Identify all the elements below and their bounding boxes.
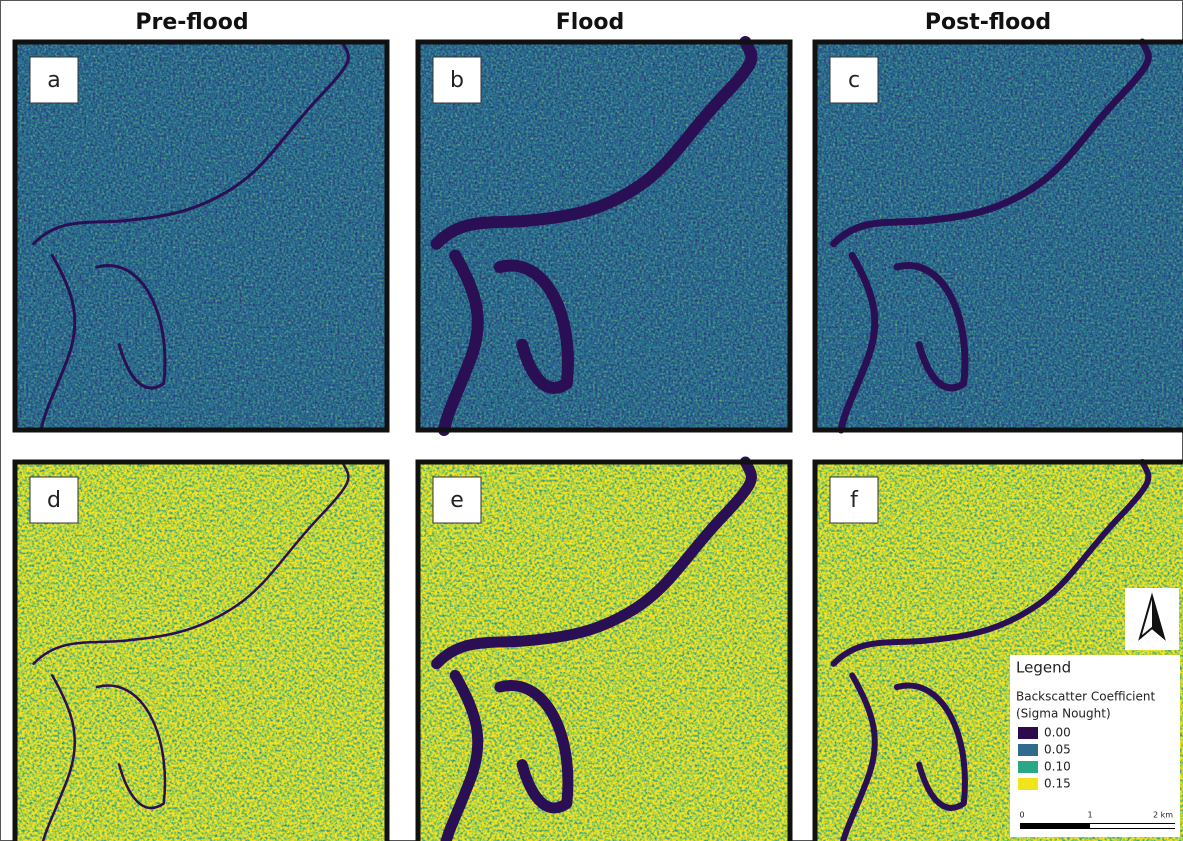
legend-title: Legend bbox=[1016, 659, 1071, 677]
legend-swatch bbox=[1018, 761, 1038, 773]
column-header: Post-flood bbox=[925, 10, 1051, 35]
north-arrow bbox=[1125, 588, 1179, 650]
panel-label: a bbox=[47, 68, 60, 93]
legend-swatch bbox=[1018, 778, 1038, 790]
scale-label: 1 bbox=[1087, 811, 1092, 820]
panel-label: c bbox=[848, 68, 860, 93]
legend-swatch bbox=[1018, 727, 1038, 739]
legend: Legend Backscatter Coefficient (Sigma No… bbox=[1010, 655, 1180, 837]
column-header: Pre-flood bbox=[135, 10, 248, 35]
panel: d bbox=[15, 462, 387, 841]
legend-label: 0.00 bbox=[1044, 726, 1071, 740]
legend-label: 0.05 bbox=[1044, 743, 1071, 757]
legend-swatch bbox=[1018, 744, 1038, 756]
legend-label: 0.15 bbox=[1044, 777, 1071, 791]
panel-label: e bbox=[450, 488, 464, 513]
panel-label: f bbox=[850, 488, 859, 513]
panels: a b c d e f bbox=[15, 42, 1183, 841]
panel: c bbox=[815, 42, 1183, 430]
legend-subtitle: Backscatter Coefficient bbox=[1016, 690, 1156, 704]
panel-label: d bbox=[47, 488, 61, 513]
scale-label: 2 km bbox=[1153, 811, 1173, 820]
scale-label: 0 bbox=[1019, 811, 1024, 820]
panel: b bbox=[418, 42, 790, 430]
panel-label: b bbox=[450, 68, 464, 93]
legend-subtitle: (Sigma Nought) bbox=[1016, 707, 1111, 721]
column-header: Flood bbox=[556, 10, 625, 35]
figure: Pre-flood Flood Post-flood a b c d e f Legend… bbox=[0, 0, 1183, 841]
panel: a bbox=[15, 42, 387, 430]
legend-label: 0.10 bbox=[1044, 760, 1071, 774]
panel: e bbox=[418, 462, 790, 841]
